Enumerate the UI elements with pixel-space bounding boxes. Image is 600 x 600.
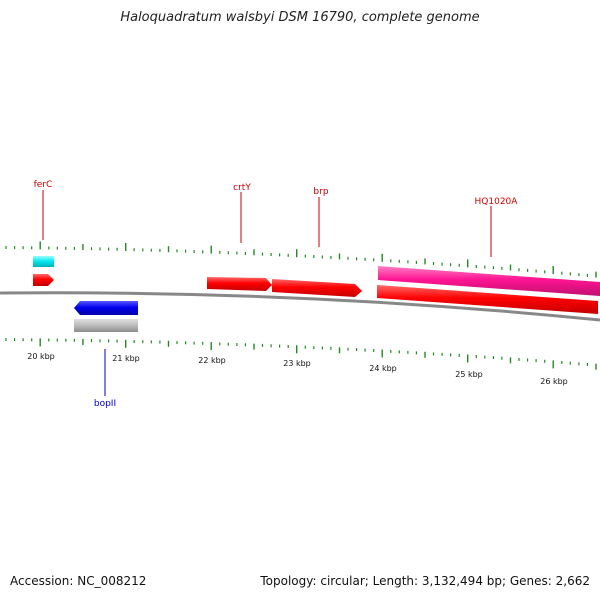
tick-label-26kbp: 26 kbp xyxy=(540,377,568,386)
bopII-gene[interactable] xyxy=(74,301,138,315)
tick-label-21kbp: 21 kbp xyxy=(112,354,140,363)
tick-label-23kbp: 23 kbp xyxy=(283,359,311,368)
upper-tick-track xyxy=(5,241,597,278)
genome-backbone xyxy=(0,291,600,322)
tick-label-20kbp: 20 kbp xyxy=(27,352,55,361)
ferC-label: ferC xyxy=(34,180,53,190)
tick-label-25kbp: 25 kbp xyxy=(455,370,483,379)
trna-feature[interactable] xyxy=(33,256,54,267)
accession-text: Accession: NC_008212 xyxy=(10,574,147,588)
crtY-label: crtY xyxy=(233,183,251,193)
HQ1020A-label: HQ1020A xyxy=(475,197,519,207)
HQ1020A-feature[interactable] xyxy=(378,266,600,296)
tick-label-22kbp: 22 kbp xyxy=(198,356,226,365)
brp-gene[interactable] xyxy=(272,279,362,297)
bopII-label: bopII xyxy=(94,399,116,409)
topology-text: Topology: circular; Length: 3,132,494 bp… xyxy=(260,574,590,588)
tick-label-24kbp: 24 kbp xyxy=(369,364,397,373)
ferC-gene[interactable] xyxy=(33,274,54,286)
misc-feature[interactable] xyxy=(74,319,138,332)
crtY-gene[interactable] xyxy=(207,277,272,291)
brp-label: brp xyxy=(313,187,328,197)
lower-tick-track xyxy=(5,338,597,370)
map-title: Haloquadratum walsbyi DSM 16790, complet… xyxy=(120,10,480,25)
forward-gene[interactable] xyxy=(377,285,598,314)
